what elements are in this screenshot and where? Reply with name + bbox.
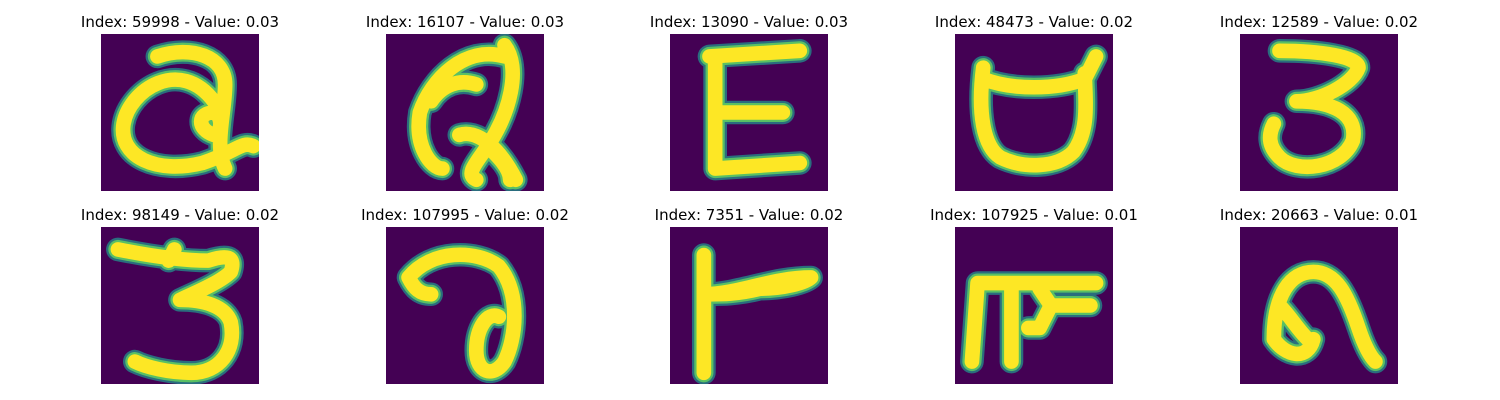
panel-title: Index: 13090 - Value: 0.03 xyxy=(649,13,849,31)
panel-title: Index: 48473 - Value: 0.02 xyxy=(934,13,1134,31)
handwritten-f-hook-image xyxy=(955,227,1113,384)
handwritten-a-curl-image xyxy=(386,227,544,384)
handwritten-e-image xyxy=(670,34,828,191)
handwritten-l-flag-image xyxy=(670,227,828,384)
image-panel-48473: Index: 48473 - Value: 0.02 xyxy=(935,13,1133,203)
image-panel-98149: Index: 98149 - Value: 0.02 xyxy=(81,206,279,396)
handwritten-3-image xyxy=(1240,34,1398,191)
image-panel-7351: Index: 7351 - Value: 0.02 xyxy=(655,206,843,396)
image-panel-107995: Index: 107995 - Value: 0.02 xyxy=(361,206,569,396)
panel-title: Index: 20663 - Value: 0.01 xyxy=(1219,206,1419,224)
image-panel-20663: Index: 20663 - Value: 0.01 xyxy=(1220,206,1418,396)
handwritten-3-wide-image xyxy=(101,227,259,384)
handwritten-a-slanted-image xyxy=(386,34,544,191)
image-panel-59998: Index: 59998 - Value: 0.03 xyxy=(81,13,279,203)
handwritten-a-with-inner-loop-image xyxy=(101,34,259,191)
panel-title: Index: 12589 - Value: 0.02 xyxy=(1219,13,1419,31)
panel-title: Index: 98149 - Value: 0.02 xyxy=(80,206,280,224)
image-panel-13090: Index: 13090 - Value: 0.03 xyxy=(650,13,848,203)
panel-title: Index: 7351 - Value: 0.02 xyxy=(654,206,844,224)
handwritten-cup-shape-image xyxy=(955,34,1113,191)
panel-title: Index: 107995 - Value: 0.02 xyxy=(361,206,569,224)
image-panel-16107: Index: 16107 - Value: 0.03 xyxy=(366,13,564,203)
handwritten-n-arch-image xyxy=(1240,227,1398,384)
panel-title: Index: 107925 - Value: 0.01 xyxy=(930,206,1138,224)
image-panel-107925: Index: 107925 - Value: 0.01 xyxy=(930,206,1138,396)
panel-title: Index: 16107 - Value: 0.03 xyxy=(365,13,565,31)
panel-title: Index: 59998 - Value: 0.03 xyxy=(80,13,280,31)
image-panel-12589: Index: 12589 - Value: 0.02 xyxy=(1220,13,1418,203)
